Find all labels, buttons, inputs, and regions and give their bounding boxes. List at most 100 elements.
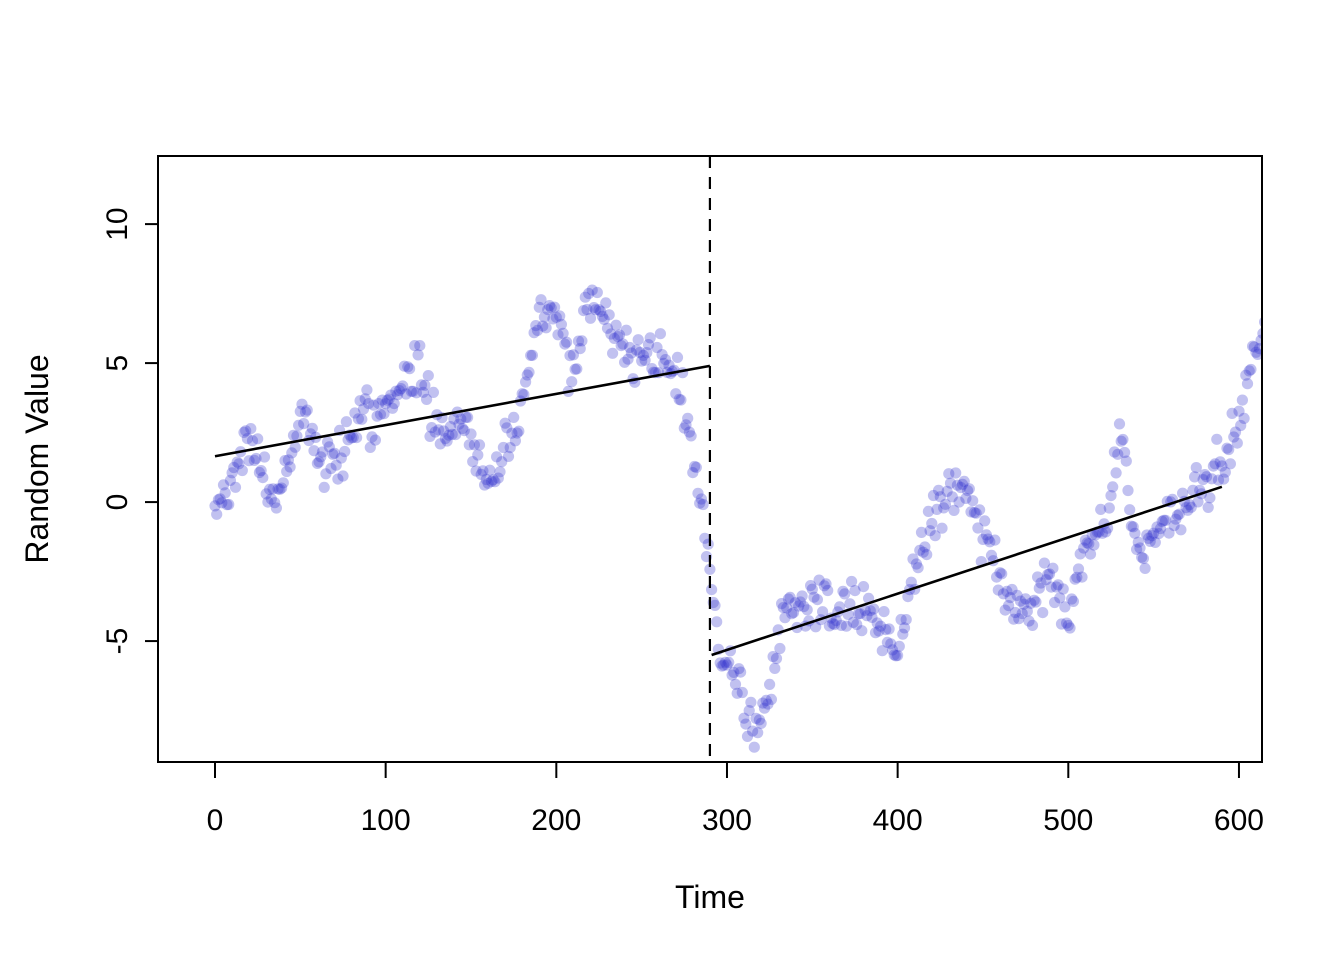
data-point [777,602,789,614]
data-point [840,620,853,632]
data-point [886,644,899,656]
data-point [726,669,738,681]
data-point [293,419,305,431]
data-point [497,441,509,454]
data-point [1187,484,1199,496]
data-point [550,311,562,323]
data-point [1163,527,1175,539]
data-point [456,422,469,435]
data-point [801,604,813,616]
data-point [1141,529,1153,541]
data-point [530,320,542,332]
data-point [595,305,607,317]
data-point [337,470,349,482]
data-point [545,302,557,314]
data-point [646,363,658,375]
data-point [1061,617,1073,629]
data-point [511,427,523,439]
data-point [603,309,615,321]
data-point [284,461,296,473]
data-point [492,472,504,484]
data-point [1151,521,1163,533]
data-point [733,663,745,675]
data-point [601,322,614,334]
data-point [1003,600,1015,612]
data-point [1125,520,1137,532]
data-point [269,497,281,509]
data-point [844,598,856,610]
data-point [248,454,260,466]
data-point [441,435,453,447]
data-point [907,553,919,565]
data-point [1025,597,1037,609]
data-point [320,468,332,480]
data-point [229,481,242,493]
data-point [888,649,900,661]
data-point [857,581,870,593]
data-point [243,455,255,467]
data-point [994,567,1006,579]
data-point [308,445,320,457]
data-point [830,614,842,627]
data-point [915,526,928,539]
x-tick-label: 500 [1043,804,1093,837]
data-point [286,447,298,459]
data-point [455,413,467,425]
data-point [1054,592,1066,604]
data-point [774,642,786,655]
data-point [972,522,984,534]
data-point [1088,539,1100,551]
data-point [861,610,873,622]
data-point [484,464,496,476]
data-point [820,578,832,590]
data-point [1233,405,1245,417]
data-point [219,487,231,499]
data-point [238,426,250,438]
data-point [422,370,434,382]
data-point [566,376,578,388]
data-point [1067,595,1079,608]
data-point [735,666,747,678]
data-point [656,349,668,361]
data-point [521,369,533,381]
data-point [383,393,395,405]
data-point [1137,552,1149,565]
data-point [683,426,696,438]
data-point [1180,502,1192,514]
data-point [743,705,755,717]
trend-line-1 [214,364,711,458]
data-point [620,324,632,336]
data-point [624,341,636,354]
data-point [564,350,576,362]
data-point [1001,585,1013,598]
data-point [704,563,716,575]
data-point [470,465,482,477]
data-point [477,465,489,477]
data-point [1171,509,1184,521]
data-point [487,474,499,486]
data-point [402,361,414,373]
data-point [871,617,883,629]
data-point [415,379,428,391]
data-point [554,310,566,322]
data-point [1040,574,1052,586]
data-point [335,452,347,464]
data-point [979,515,991,527]
data-point [770,652,783,665]
data-point [1223,443,1235,456]
data-point [612,331,624,343]
data-point [1211,433,1223,445]
data-point [1004,592,1016,604]
data-point [1224,458,1236,470]
data-point [1110,467,1122,479]
data-point [762,698,774,710]
data-point [231,456,243,468]
data-point [443,429,455,441]
data-point [673,393,685,405]
data-point [728,666,740,679]
data-point [953,496,965,508]
data-point [366,431,378,443]
data-point [1209,458,1221,470]
data-point [753,714,766,726]
data-point [985,549,998,562]
